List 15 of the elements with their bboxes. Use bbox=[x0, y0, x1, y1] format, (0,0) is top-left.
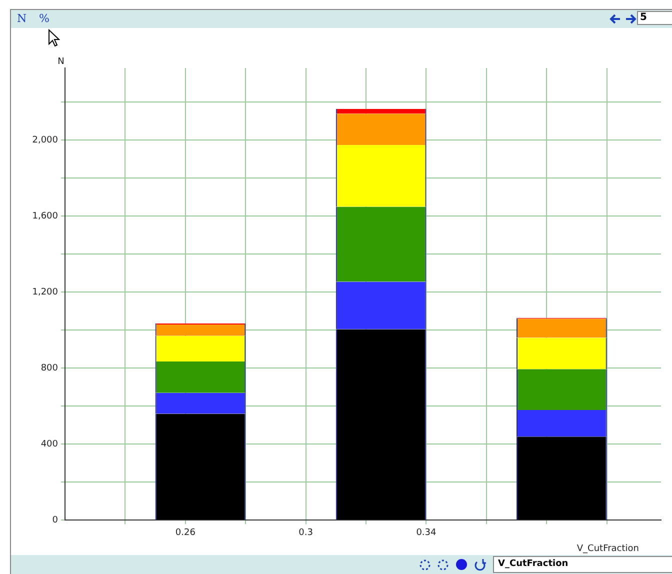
x-tick-label: 0.34 bbox=[416, 528, 436, 538]
text: 5 bbox=[637, 11, 672, 25]
text: % bbox=[39, 12, 50, 25]
y-tick-label: 0 bbox=[52, 516, 58, 526]
y-tick-label: 800 bbox=[40, 364, 58, 374]
text: N bbox=[17, 12, 27, 25]
x-axis-title: V_CutFraction bbox=[576, 544, 639, 554]
x-tick-label: 0.3 bbox=[298, 528, 313, 538]
x-tick-label: 0.26 bbox=[175, 528, 196, 538]
y-tick-label: 2,000 bbox=[32, 136, 58, 146]
y-tick-label: 400 bbox=[40, 440, 58, 450]
y-tick-label: 1,600 bbox=[32, 212, 58, 222]
y-axis-title: N bbox=[58, 56, 64, 67]
y-tick-label: 1,200 bbox=[32, 288, 58, 298]
text: V_CutFraction bbox=[498, 559, 568, 569]
